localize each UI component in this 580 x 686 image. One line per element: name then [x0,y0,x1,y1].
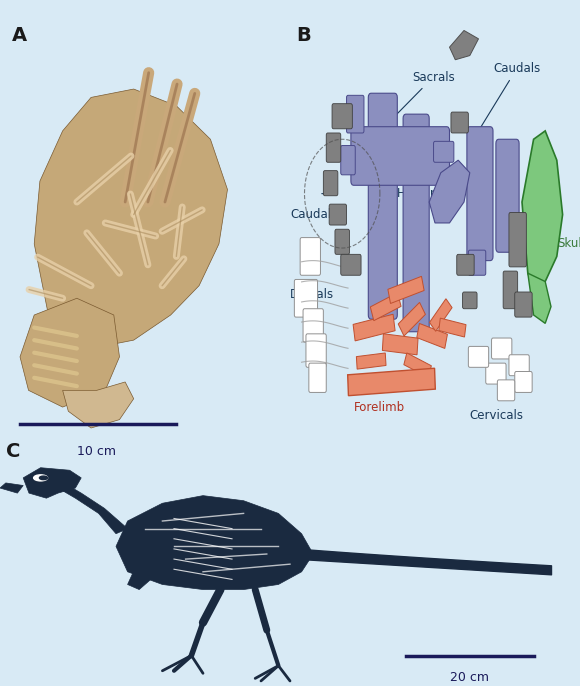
Circle shape [39,476,48,480]
Text: 10 cm: 10 cm [77,445,116,458]
Polygon shape [417,323,447,348]
Polygon shape [398,303,425,336]
Text: Hindlimb: Hindlimb [397,187,450,200]
Polygon shape [382,334,418,355]
FancyBboxPatch shape [498,380,515,401]
FancyBboxPatch shape [491,338,512,359]
Text: B: B [296,26,310,45]
Text: C: C [6,442,20,461]
FancyBboxPatch shape [434,141,454,163]
Polygon shape [404,353,432,377]
Text: 20 cm: 20 cm [450,671,490,684]
Text: Caudals: Caudals [480,62,540,128]
FancyBboxPatch shape [341,255,361,275]
FancyBboxPatch shape [486,363,506,384]
Polygon shape [20,298,119,407]
FancyBboxPatch shape [368,93,397,319]
Text: Caudals: Caudals [290,208,337,221]
Polygon shape [356,353,386,369]
Polygon shape [522,131,563,294]
Polygon shape [388,276,424,303]
FancyBboxPatch shape [335,229,349,255]
FancyBboxPatch shape [503,271,517,309]
Polygon shape [353,314,395,341]
Polygon shape [450,30,478,60]
FancyBboxPatch shape [300,237,320,275]
FancyBboxPatch shape [309,363,326,392]
Polygon shape [439,318,466,337]
FancyBboxPatch shape [509,213,527,267]
Polygon shape [63,382,133,428]
Text: Cervicals: Cervicals [470,409,524,422]
Polygon shape [371,293,401,320]
Text: Dorsals: Dorsals [290,287,334,300]
FancyBboxPatch shape [457,255,474,275]
FancyBboxPatch shape [515,372,532,392]
FancyBboxPatch shape [509,355,529,376]
Polygon shape [528,273,551,323]
FancyBboxPatch shape [467,127,493,261]
Polygon shape [429,161,470,223]
FancyBboxPatch shape [303,309,324,342]
Polygon shape [430,298,452,331]
Text: Skull: Skull [557,237,580,250]
Polygon shape [58,483,128,534]
Polygon shape [23,468,81,498]
FancyBboxPatch shape [515,292,532,317]
Polygon shape [34,89,227,348]
Polygon shape [128,554,162,589]
FancyBboxPatch shape [347,95,364,133]
Text: A: A [12,26,27,45]
FancyBboxPatch shape [324,171,338,196]
FancyBboxPatch shape [329,204,347,225]
Circle shape [34,475,48,481]
Polygon shape [347,368,436,396]
FancyBboxPatch shape [306,334,326,367]
FancyBboxPatch shape [332,104,353,129]
FancyBboxPatch shape [469,346,488,367]
FancyBboxPatch shape [326,133,341,163]
FancyBboxPatch shape [496,139,519,252]
FancyBboxPatch shape [341,145,355,175]
Text: Forelimb: Forelimb [354,401,405,414]
Polygon shape [0,483,23,493]
FancyBboxPatch shape [469,250,486,275]
Text: Sacrals: Sacrals [390,71,455,121]
FancyBboxPatch shape [451,112,469,133]
FancyBboxPatch shape [462,292,477,309]
FancyBboxPatch shape [351,127,450,185]
Polygon shape [116,495,313,589]
FancyBboxPatch shape [295,279,318,317]
FancyBboxPatch shape [403,114,429,332]
